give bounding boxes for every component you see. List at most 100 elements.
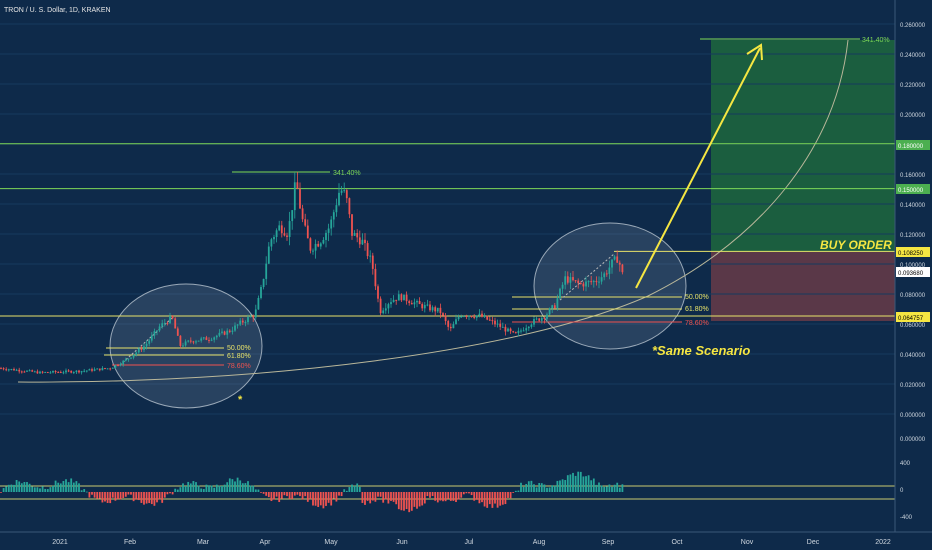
osc-bar xyxy=(49,487,52,492)
osc-bar xyxy=(405,492,408,510)
osc-bar xyxy=(608,484,611,492)
candle-body xyxy=(374,268,377,287)
candle-body xyxy=(340,190,343,193)
candle-body xyxy=(200,338,203,341)
candle-body xyxy=(57,372,60,374)
candle-body xyxy=(7,369,10,371)
y-tick-label: 0.160000 xyxy=(900,173,926,179)
osc-bar xyxy=(613,484,616,492)
osc-bar xyxy=(111,492,114,498)
osc-bar xyxy=(122,492,125,499)
candle-body xyxy=(611,259,613,268)
osc-bar xyxy=(57,482,60,492)
candle-body xyxy=(299,188,301,209)
osc-bar xyxy=(10,484,13,492)
osc-bar xyxy=(174,488,177,492)
candle-body xyxy=(41,371,44,373)
osc-bar xyxy=(228,478,231,492)
candle-body xyxy=(132,354,135,358)
osc-bar xyxy=(527,481,530,492)
osc-bar xyxy=(605,486,608,492)
candle-body xyxy=(413,302,416,305)
osc-bar xyxy=(371,492,374,501)
candle-body xyxy=(244,322,247,324)
osc-bar xyxy=(33,487,36,492)
price-tag-label: 0.093680 xyxy=(898,271,924,277)
candle-body xyxy=(439,307,442,314)
candle-body xyxy=(28,370,31,372)
fib-right-618-label: 61.80% xyxy=(685,306,709,313)
candle-body xyxy=(494,320,496,325)
osc-bar xyxy=(254,489,257,492)
candle-body xyxy=(114,365,117,368)
osc-bar xyxy=(509,492,512,499)
candle-body xyxy=(577,280,580,283)
candle-body xyxy=(462,316,465,318)
osc-bar xyxy=(423,492,426,504)
osc-bar xyxy=(0,492,2,493)
osc-bar xyxy=(83,489,86,492)
candle-body xyxy=(182,345,184,347)
osc-bar xyxy=(260,492,262,493)
y-tick-label: 0.100000 xyxy=(900,263,926,269)
x-tick-label: 2021 xyxy=(52,539,68,546)
osc-bar xyxy=(101,492,104,503)
candle-body xyxy=(179,335,182,346)
candle-body xyxy=(460,316,463,318)
osc-bar xyxy=(293,492,296,496)
osc-bar xyxy=(553,485,556,492)
fib-right-50-label: 50.00% xyxy=(685,294,709,301)
osc-bar xyxy=(413,492,416,507)
candle-body xyxy=(143,346,145,350)
candle-body xyxy=(590,281,593,283)
candle-body xyxy=(228,330,231,332)
candle-body xyxy=(496,323,499,325)
osc-bar xyxy=(137,492,140,501)
candle-body xyxy=(509,328,512,332)
candle-body xyxy=(325,232,327,240)
osc-bar xyxy=(384,492,387,500)
osc-bar xyxy=(205,484,208,492)
osc-bar xyxy=(403,492,405,511)
osc-bar xyxy=(587,475,590,492)
osc-bar xyxy=(247,481,249,492)
candle-body xyxy=(431,307,434,311)
projection-arrow-shaft xyxy=(635,47,761,289)
osc-bar xyxy=(124,492,127,497)
osc-bar xyxy=(197,485,200,492)
price-tag-box xyxy=(896,247,930,257)
candle-body xyxy=(124,359,127,361)
candle-body xyxy=(270,239,273,247)
candle-body xyxy=(205,337,208,340)
osc-bar xyxy=(322,492,325,509)
osc-bar xyxy=(182,483,184,492)
osc-bar xyxy=(590,480,593,492)
osc-bar xyxy=(499,492,502,506)
candle-body xyxy=(145,343,148,347)
candle-body xyxy=(122,360,125,365)
osc-bar xyxy=(514,490,517,492)
candle-body xyxy=(291,210,294,222)
osc-bar xyxy=(494,492,496,504)
candle-body xyxy=(457,316,460,320)
candle-body xyxy=(174,318,177,329)
candle-body xyxy=(561,284,564,289)
candle-body xyxy=(278,225,281,231)
candle-body xyxy=(288,221,291,237)
candle-body xyxy=(158,326,161,331)
osc-bar xyxy=(426,492,429,497)
candle-body xyxy=(426,304,429,306)
osc-bar xyxy=(223,484,226,492)
osc-bar xyxy=(364,492,366,505)
candle-body xyxy=(574,280,577,282)
candle-body xyxy=(23,371,26,373)
candle-body xyxy=(46,372,49,374)
osc-bar xyxy=(431,492,434,497)
candle-body xyxy=(148,340,151,344)
osc-bar xyxy=(46,489,49,492)
candle-body xyxy=(62,372,65,374)
candle-body xyxy=(252,316,255,318)
candle-body xyxy=(353,233,356,236)
fib-right-786-label: 78.60% xyxy=(685,320,709,327)
